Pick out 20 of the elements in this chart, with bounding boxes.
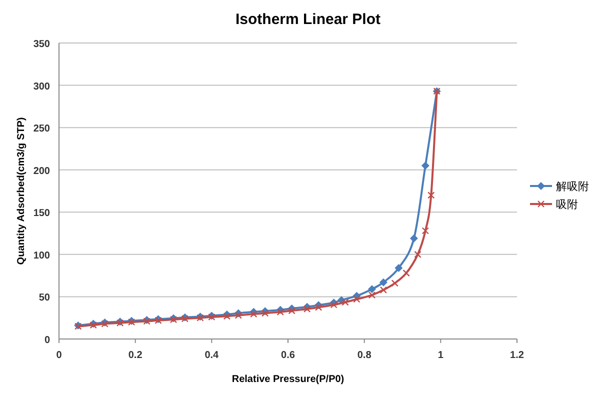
x-axis-title: Relative Pressure(P/P0) [232, 374, 344, 385]
x-tick-label: 0.4 [204, 350, 220, 361]
y-tick-label: 50 [38, 292, 50, 304]
y-tick-label: 150 [33, 208, 50, 220]
x-tick-label: 1.2 [510, 350, 524, 361]
x-tick-label: 0.6 [281, 350, 296, 361]
legend-label: 解吸附 [556, 180, 589, 193]
y-axis-title: Quantity Adsorbed(cm3/g STP) [16, 117, 27, 265]
x-tick-label: 1 [438, 350, 444, 361]
y-tick-label: 250 [33, 124, 50, 135]
x-tick-label: 0.8 [357, 350, 372, 361]
y-tick-label: 200 [33, 166, 50, 177]
x-tick-label: 0 [56, 350, 62, 361]
y-tick-label: 0 [44, 335, 50, 346]
legend-label: 吸附 [556, 198, 578, 211]
chart-title: Isotherm Linear Plot [235, 11, 381, 28]
x-tick-label: 0.2 [128, 350, 143, 361]
y-tick-label: 350 [33, 39, 50, 50]
y-tick-label: 100 [33, 250, 50, 262]
y-tick-label: 300 [33, 81, 50, 92]
